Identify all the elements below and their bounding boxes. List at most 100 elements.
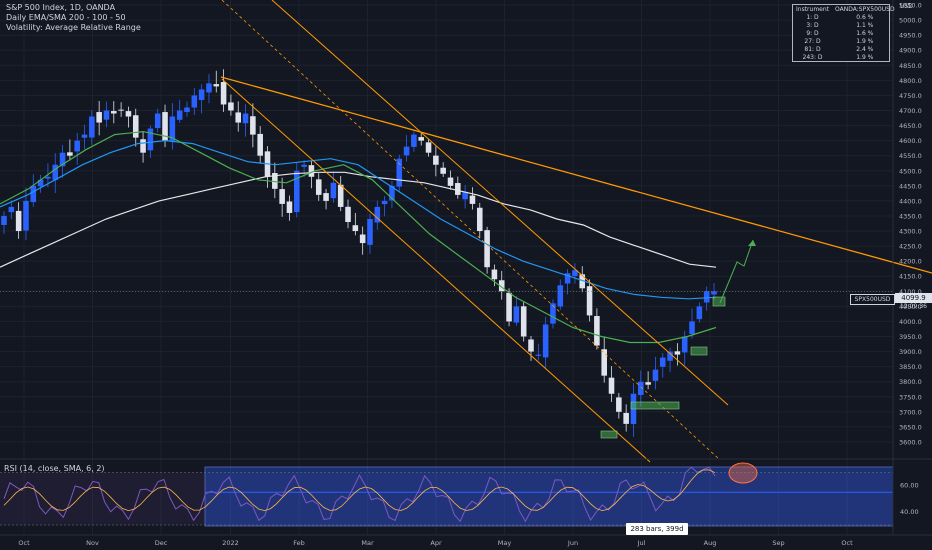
price-tick-label: 4150.0 (899, 273, 922, 281)
table-row: 81: D 2.4 % (793, 45, 898, 53)
candle-body (652, 369, 659, 381)
candle-body (645, 382, 651, 385)
price-tick-label: 4250.0 (899, 243, 922, 251)
table-cell: 1.9 % (856, 37, 874, 45)
time-tick-label: Mar (361, 539, 374, 547)
candle-body (484, 230, 490, 268)
support-zone (600, 430, 618, 439)
candle-body (308, 165, 315, 177)
table-cell: 27: D (804, 37, 821, 45)
candle-body (59, 152, 66, 167)
legend-ema[interactable]: Daily EMA/SMA 200 - 100 - 50 (6, 13, 126, 22)
candle-body (213, 84, 220, 87)
candle-body (15, 210, 22, 232)
candle-body (594, 316, 600, 346)
candle-body (579, 274, 586, 289)
candle-body (440, 167, 446, 174)
chart-legend: S&P 500 Index, 1D, OANDA Daily EMA/SMA 2… (6, 3, 141, 33)
price-tick-label: 3700.0 (899, 408, 922, 416)
candle-body (542, 324, 549, 358)
channel-upper-line (271, 0, 729, 406)
candle-body (132, 115, 139, 138)
table-row: 27: D 1.9 % (793, 37, 898, 45)
candle-body (513, 306, 520, 323)
candle-body (557, 285, 564, 307)
candle-body (506, 292, 512, 322)
candle-body (535, 354, 542, 356)
moving-averages (0, 130, 717, 344)
time-tick-label: Sep (772, 539, 784, 547)
price-tick-label: 4100.0 (899, 288, 922, 296)
price-tick-label: 4450.0 (899, 182, 922, 190)
candle-body (220, 82, 227, 105)
ema-100-line (0, 139, 717, 300)
candle-body (469, 195, 476, 204)
price-tick-label: 3950.0 (899, 333, 922, 341)
price-tick-label: 3600.0 (899, 438, 922, 446)
candle-body (337, 184, 344, 207)
candle-body (37, 179, 44, 187)
candle-body (330, 182, 337, 199)
candle-body (257, 133, 263, 156)
time-tick-label: Jun (567, 539, 578, 547)
price-tick-label: 5000.0 (899, 17, 922, 25)
candle-body (198, 89, 205, 100)
candle-body (89, 116, 95, 138)
price-tick-label: 4050.0 (899, 303, 922, 311)
candle-body (659, 357, 666, 367)
trend-drawings (220, 0, 932, 463)
table-header-row: Instrument OANDA:SPX500USD (793, 5, 898, 13)
candle-body (572, 270, 578, 277)
candle-body (206, 83, 212, 93)
candle-body (638, 381, 644, 396)
price-tick-label: 3900.0 (899, 348, 922, 356)
rsi-tick-label: 60.00 (900, 482, 919, 490)
table-cell: 81: D (804, 45, 821, 53)
time-tick-label: Oct (18, 539, 30, 547)
rsi-panel (0, 462, 894, 527)
candle-body (250, 116, 256, 135)
candle-body (681, 336, 688, 353)
candle-body (601, 349, 607, 376)
candle-body (169, 116, 176, 142)
resistance-trendline (220, 76, 932, 274)
price-tick-label: 4400.0 (899, 197, 922, 205)
time-tick-label: Feb (293, 539, 305, 547)
candle-body (447, 177, 454, 186)
candle-body (323, 193, 329, 201)
rsi-tick-label: 40.00 (900, 508, 919, 516)
candle-body (703, 291, 710, 303)
price-tick-label: 4550.0 (899, 152, 922, 160)
table-row: 243: D 1.9 % (793, 53, 898, 61)
ema-200-line (0, 171, 717, 268)
candle-body (345, 206, 351, 222)
candle-body (8, 206, 15, 213)
table-cell: 1.6 % (856, 29, 874, 37)
table-cell: 0.6 % (856, 13, 874, 21)
candle-body (140, 139, 146, 153)
price-tick-label: 3800.0 (899, 378, 922, 386)
price-tick-label: 4900.0 (899, 47, 922, 55)
legend-volatility[interactable]: Volatility: Average Relative Range (6, 23, 141, 32)
time-tick-label: Nov (86, 539, 99, 547)
price-tick-label: 4000.0 (899, 318, 922, 326)
legend-symbol[interactable]: S&P 500 Index, 1D, OANDA (6, 3, 116, 12)
time-tick-label: 2022 (222, 539, 239, 547)
candle-body (674, 351, 681, 355)
candle-body (367, 218, 373, 245)
price-tick-label: 4350.0 (899, 212, 922, 220)
candle-body (286, 201, 293, 213)
candle-body (491, 269, 498, 280)
candle-body (455, 183, 461, 195)
candle-body (381, 200, 388, 205)
candle-body (52, 164, 59, 180)
channel-lower-line (221, 78, 651, 463)
price-tick-label: 4600.0 (899, 137, 922, 145)
price-tick-label: 3650.0 (899, 423, 922, 431)
candle-body (418, 137, 424, 141)
rsi-legend[interactable]: RSI (14, close, SMA, 6, 2) (4, 464, 105, 473)
candle-body (608, 377, 615, 394)
candle-body (667, 351, 673, 361)
candle-body (374, 206, 381, 223)
